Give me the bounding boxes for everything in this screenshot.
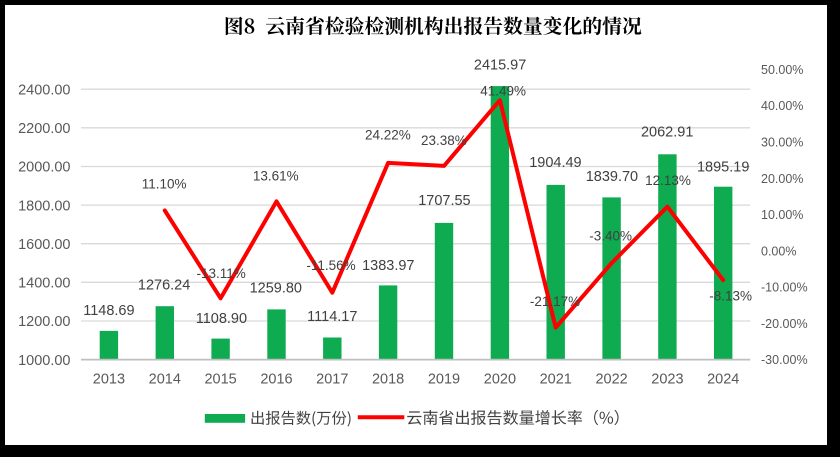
svg-text:2021: 2021	[540, 371, 572, 387]
svg-text:40.00%: 40.00%	[761, 99, 803, 113]
svg-text:11.10%: 11.10%	[142, 177, 187, 192]
svg-text:1800.00: 1800.00	[18, 198, 70, 214]
svg-text:2062.91: 2062.91	[641, 124, 693, 140]
svg-text:1276.24: 1276.24	[138, 278, 190, 294]
svg-text:2014: 2014	[149, 371, 181, 387]
svg-text:1895.19: 1895.19	[697, 160, 749, 176]
svg-text:23.38%: 23.38%	[421, 133, 467, 148]
svg-text:1400.00: 1400.00	[18, 276, 70, 292]
svg-text:2018: 2018	[372, 371, 404, 387]
svg-text:1200.00: 1200.00	[18, 314, 70, 330]
svg-text:12.13%: 12.13%	[645, 173, 691, 188]
svg-text:-10.00%: -10.00%	[761, 281, 808, 295]
svg-text:2016: 2016	[260, 371, 292, 387]
svg-text:2200.00: 2200.00	[18, 121, 70, 137]
svg-text:2415.97: 2415.97	[474, 58, 526, 74]
svg-text:1148.69: 1148.69	[83, 303, 134, 319]
svg-text:1904.49: 1904.49	[529, 155, 581, 171]
svg-text:1114.17: 1114.17	[307, 309, 357, 325]
svg-text:1707.55: 1707.55	[418, 193, 470, 209]
svg-text:-8.13%: -8.13%	[709, 288, 752, 303]
svg-text:1108.90: 1108.90	[196, 311, 247, 327]
svg-text:1259.80: 1259.80	[250, 281, 302, 297]
svg-text:1600.00: 1600.00	[18, 237, 70, 253]
svg-text:2013: 2013	[93, 371, 125, 387]
svg-text:41.49%: 41.49%	[480, 84, 526, 99]
svg-text:-3.40%: -3.40%	[589, 228, 632, 243]
svg-text:-20.00%: -20.00%	[761, 317, 808, 331]
svg-text:2020: 2020	[484, 371, 516, 387]
svg-text:-30.00%: -30.00%	[761, 353, 808, 367]
svg-text:2024: 2024	[707, 371, 739, 387]
svg-text:30.00%: 30.00%	[761, 136, 803, 150]
svg-text:1383.97: 1383.97	[362, 258, 414, 274]
svg-text:20.00%: 20.00%	[761, 172, 803, 186]
svg-text:2400.00: 2400.00	[18, 82, 70, 98]
svg-text:2023: 2023	[651, 371, 683, 387]
svg-text:2022: 2022	[595, 371, 627, 387]
svg-text:0.00%: 0.00%	[761, 244, 796, 258]
svg-text:2015: 2015	[204, 371, 236, 387]
svg-text:1000.00: 1000.00	[18, 353, 70, 369]
svg-text:2017: 2017	[316, 371, 348, 387]
svg-text:-21.17%: -21.17%	[530, 294, 580, 309]
svg-text:2019: 2019	[428, 371, 460, 387]
svg-text:-11.56%: -11.56%	[306, 258, 355, 273]
svg-text:-13.11%: -13.11%	[196, 266, 245, 281]
svg-text:2000.00: 2000.00	[18, 160, 70, 176]
svg-text:10.00%: 10.00%	[761, 208, 803, 222]
svg-text:13.61%: 13.61%	[253, 169, 299, 184]
svg-text:1839.70: 1839.70	[586, 169, 638, 185]
svg-text:50.00%: 50.00%	[761, 63, 803, 77]
svg-text:24.22%: 24.22%	[365, 128, 411, 143]
